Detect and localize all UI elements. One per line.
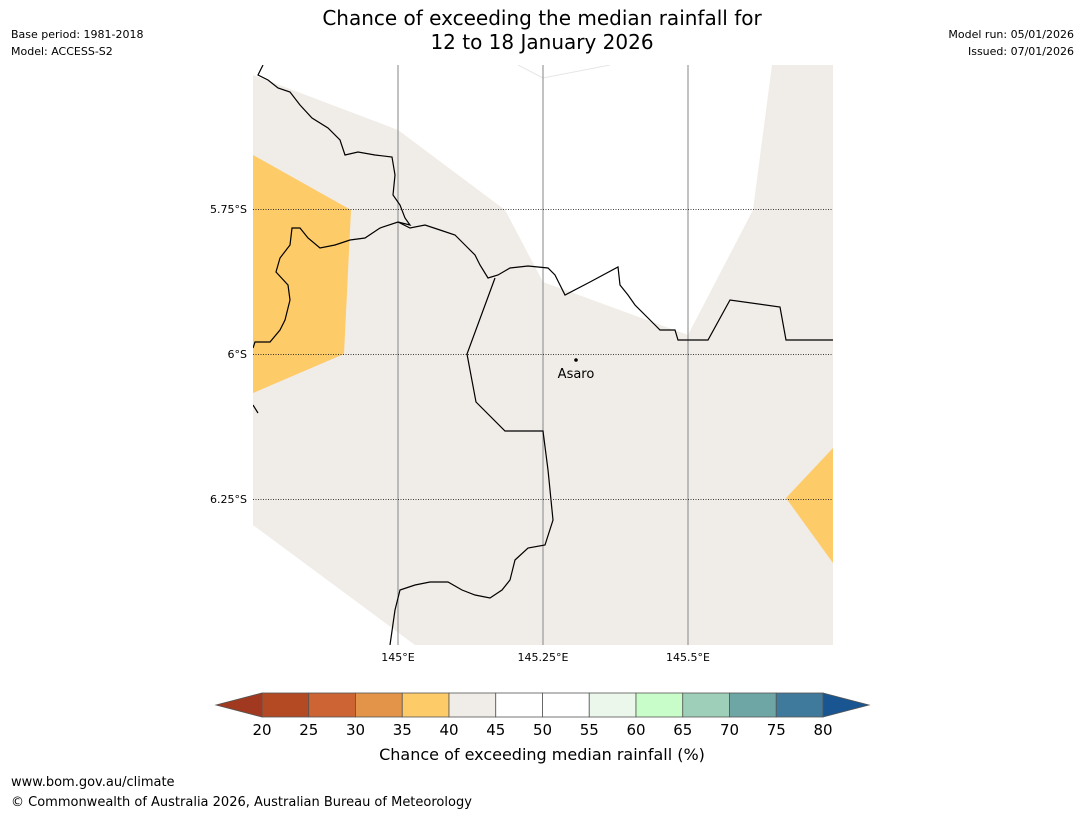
lon-label-145-25: 145.25°E bbox=[518, 651, 569, 664]
chart-title: Chance of exceeding the median rainfall … bbox=[242, 6, 842, 54]
colorbar-segment bbox=[308, 692, 356, 718]
region-35-40-right bbox=[786, 448, 833, 563]
colorbar-segment bbox=[355, 692, 403, 718]
colorbar-label: Chance of exceeding median rainfall (%) bbox=[379, 745, 705, 764]
province-borders bbox=[253, 65, 833, 645]
title-line-2: 12 to 18 January 2026 bbox=[430, 30, 654, 54]
colorbar-segment bbox=[635, 692, 684, 718]
meta-left: Base period: 1981-2018 Model: ACCESS-S2 bbox=[11, 26, 143, 60]
map-area bbox=[253, 65, 833, 645]
lat-label-6: 6°S bbox=[228, 348, 247, 361]
model-name: Model: ACCESS-S2 bbox=[11, 45, 113, 58]
lon-label-145: 145°E bbox=[381, 651, 414, 664]
issued-date: Issued: 07/01/2026 bbox=[967, 45, 1074, 58]
colorbar-tick-label: 70 bbox=[720, 721, 739, 739]
asaro-label: Asaro bbox=[558, 367, 595, 382]
footer-copyright: © Commonwealth of Australia 2026, Austra… bbox=[11, 795, 472, 810]
colorbar: 20 25 30 35 40 45 50 55 60 65 70 75 80 bbox=[214, 692, 871, 739]
footer-url: www.bom.gov.au/climate bbox=[11, 775, 175, 790]
colorbar-segment bbox=[588, 692, 637, 718]
meta-right: Model run: 05/01/2026 Issued: 07/01/2026 bbox=[948, 26, 1074, 60]
colorbar-extend-low bbox=[214, 692, 263, 718]
colorbar-tick-label: 65 bbox=[673, 721, 692, 739]
colorbar-tick-label: 30 bbox=[346, 721, 365, 739]
colorbar-tick-label: 20 bbox=[252, 721, 271, 739]
colorbar-tick-label: 50 bbox=[533, 721, 552, 739]
colorbar-tick-label: 25 bbox=[299, 721, 318, 739]
colorbar-segment bbox=[729, 692, 777, 718]
colorbar-tick-label: 35 bbox=[393, 721, 412, 739]
base-period: Base period: 1981-2018 bbox=[11, 28, 144, 41]
colorbar-segment bbox=[682, 692, 730, 718]
model-run: Model run: 05/01/2026 bbox=[948, 28, 1074, 41]
colorbar-segment bbox=[401, 692, 450, 718]
colorbar-segment bbox=[261, 692, 310, 718]
colorbar-extend-high bbox=[822, 692, 871, 718]
colorbar-segment bbox=[448, 692, 497, 718]
lon-label-145-5: 145.5°E bbox=[666, 651, 710, 664]
colorbar-segment bbox=[495, 692, 543, 718]
lat-label-6-25: 6.25°S bbox=[210, 493, 247, 506]
title-line-1: Chance of exceeding the median rainfall … bbox=[322, 6, 762, 30]
colorbar-tick-label: 60 bbox=[626, 721, 645, 739]
colorbar-segment bbox=[542, 692, 590, 718]
colorbar-tick-label: 75 bbox=[767, 721, 786, 739]
colorbar-tick-label: 55 bbox=[580, 721, 599, 739]
colorbar-tick-label: 45 bbox=[486, 721, 505, 739]
colorbar-tick-label: 40 bbox=[439, 721, 458, 739]
colorbar-segment bbox=[775, 692, 824, 718]
colorbar-tick-label: 80 bbox=[813, 721, 832, 739]
asaro-marker bbox=[574, 358, 578, 362]
lat-label-5-75: 5.75°S bbox=[210, 203, 247, 216]
